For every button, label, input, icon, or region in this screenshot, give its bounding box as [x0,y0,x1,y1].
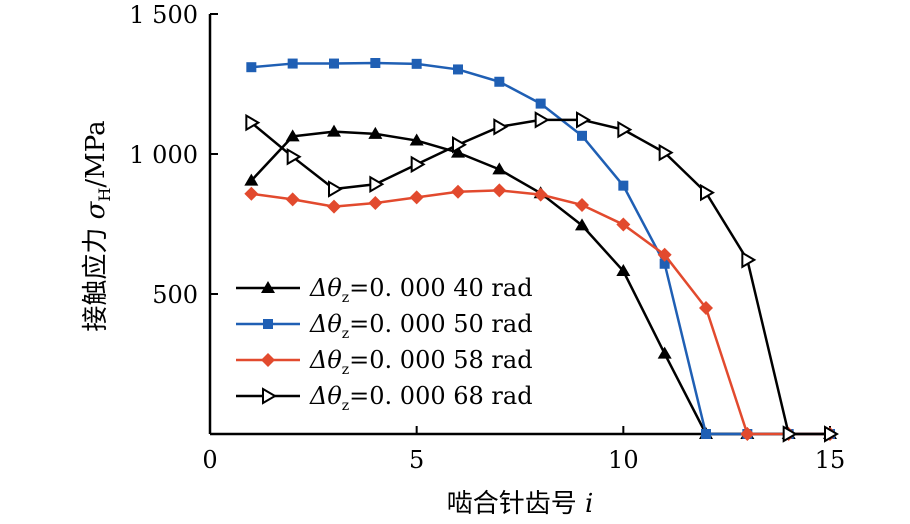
data-point [782,425,798,443]
data-point [327,199,341,214]
data-point [824,425,839,443]
data-point [411,58,422,69]
data-point [370,58,381,68]
data-point [658,143,674,162]
axis-labels: 啮合针齿号 i 接触应力 σH/MPa [81,120,593,519]
data-point [328,180,343,198]
x-tick-label: 15 [815,446,846,474]
data-point [492,162,507,175]
data-point [286,148,302,166]
axes: 0 5 10 15 500 1 000 1 500 [129,1,845,474]
data-point [244,186,259,201]
y-tick-label: 500 [152,281,198,309]
data-point [741,251,757,269]
data-point [492,183,507,198]
data-point [576,111,591,129]
data-point [410,155,426,174]
data-point [452,136,467,154]
data-point [409,133,424,146]
data-point [617,120,633,139]
data-point [327,124,341,137]
data-point [533,187,548,202]
data-point [534,111,550,129]
data-point [329,58,339,69]
legend-entry-2: Δθz=0. 000 50 rad [236,310,533,342]
data-point [699,301,713,315]
data-point [409,190,424,205]
legend-label: Δθz=0. 000 58 rad [309,346,533,378]
data-point [616,264,631,277]
data-point [575,218,589,231]
legend: Δθz=0. 000 40 rad Δθz=0. 000 50 rad Δθz=0.… [236,274,533,414]
legend-marker [261,281,275,293]
x-tick-label: 5 [409,446,424,474]
legend-label: Δθz=0. 000 50 rad [309,310,533,342]
data-point [657,247,672,262]
legend-marker [263,319,273,329]
x-axis-label: 啮合针齿号 i [447,489,594,519]
data-point [577,130,587,141]
data-point [493,118,509,136]
series-4 [245,111,839,443]
data-point [451,184,465,199]
legend-entry-1: Δθz=0. 000 40 rad [236,274,533,306]
data-point [700,183,715,202]
data-point [618,180,629,191]
data-point [368,196,383,210]
y-axis-label: 接触应力 σH/MPa [81,120,114,331]
data-point [535,98,546,109]
data-point [244,173,259,186]
legend-entry-4: Δθz=0. 000 68 rad [236,382,533,414]
legend-entry-3: Δθz=0. 000 58 rad [236,346,533,378]
data-point [659,258,670,269]
x-tick-label: 0 [202,446,217,474]
legend-label: Δθz=0. 000 68 rad [309,382,533,414]
data-point [701,429,711,439]
legend-marker [262,387,277,405]
legend-marker [261,353,275,367]
data-point [657,346,672,359]
y-tick-label: 1 000 [129,141,198,169]
data-point [246,62,257,73]
data-point [575,197,589,212]
data-point [453,64,463,75]
data-point [245,113,261,132]
series-layer [244,58,839,443]
x-tick-label: 10 [608,446,639,474]
data-point [369,175,385,193]
data-point [287,58,298,69]
data-point [285,129,300,142]
data-point [451,145,465,158]
y-tick-label: 1 500 [129,1,198,29]
data-point [494,76,505,87]
data-point [616,217,631,232]
data-point [740,427,755,441]
data-point [368,126,383,139]
legend-label: Δθz=0. 000 40 rad [309,274,533,306]
data-point [285,192,300,207]
